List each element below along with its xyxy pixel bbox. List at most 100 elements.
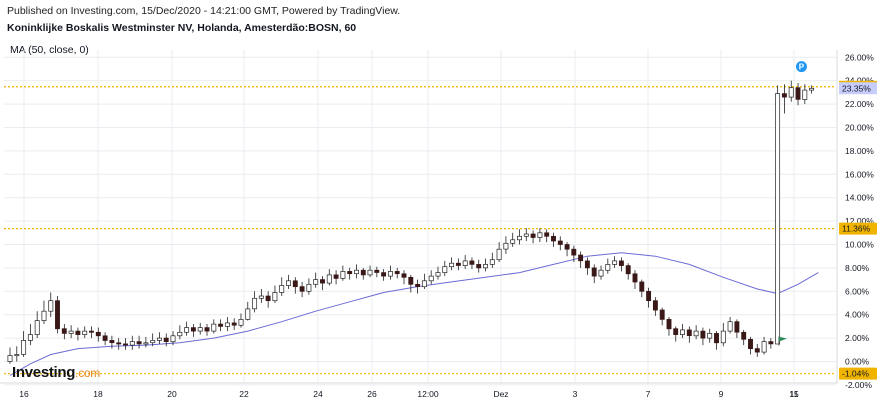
candle-body: [394, 271, 400, 275]
candle-body: [197, 327, 203, 332]
candle-body: [551, 235, 556, 242]
level-badge-mid-label: 11.36%: [842, 224, 871, 234]
marker-p-label: P: [799, 63, 805, 72]
candle-body: [659, 309, 665, 320]
y-tick-label: 12.00%: [845, 216, 874, 226]
candle-body: [150, 340, 156, 344]
y-axis-ticks: -2.00% 0.00% 2.00% 4.00% 6.00% 8.00% 10.00% 12.…: [845, 52, 874, 390]
candle-body: [510, 239, 516, 244]
candle-body: [7, 355, 13, 362]
x-tick-label: 22: [239, 389, 249, 399]
candle-body: [34, 320, 40, 335]
candle-body: [109, 340, 115, 344]
candle-body: [238, 319, 244, 326]
candle-body: [768, 341, 774, 345]
y-tick-label: -2.00%: [845, 380, 872, 390]
candle-body: [591, 267, 597, 277]
candle-body: [333, 274, 339, 279]
y-tick-label: 20.00%: [845, 123, 874, 133]
candle-body: [686, 329, 692, 337]
candle-body: [652, 300, 658, 311]
candle-body: [184, 327, 190, 333]
candle-body: [204, 327, 210, 332]
x-tick-label: 26: [367, 389, 377, 399]
candle-body: [286, 280, 291, 286]
candle-body: [734, 321, 740, 333]
candle-body: [761, 341, 767, 353]
candle-body: [700, 330, 706, 339]
x-tick-label: 11: [790, 389, 799, 399]
x-tick-label: 3: [573, 389, 578, 399]
y-tick-label: 8.00%: [845, 263, 870, 273]
candle-body: [795, 87, 801, 100]
candle-body: [578, 254, 584, 262]
x-tick-label: Dez: [493, 389, 508, 399]
candle-body: [693, 330, 699, 337]
chart-markers: P: [778, 61, 807, 346]
candle-body: [612, 260, 618, 265]
candle-body: [802, 89, 808, 100]
candle-body: [598, 269, 604, 277]
grid: [4, 50, 836, 386]
level-badge-low-bg: [839, 367, 877, 380]
investing-logo: Investing.com: [12, 364, 100, 381]
x-tick-label: 15: [789, 389, 799, 399]
candle-body: [408, 276, 414, 285]
indicator-label: MA (50, close, 0): [10, 44, 89, 56]
candle-body: [462, 260, 468, 266]
candle-body: [75, 330, 81, 335]
chart-title: Koninklijke Boskalis Westminster NV, Hol…: [7, 22, 357, 34]
candle-body: [741, 331, 747, 340]
candles: [7, 80, 815, 364]
candle-body: [788, 87, 794, 98]
candle-body: [252, 297, 258, 310]
x-tick-label: 24: [313, 389, 323, 399]
candle-body: [544, 232, 550, 237]
candle-body: [781, 93, 787, 98]
candle-body: [666, 319, 672, 330]
candle-body: [523, 233, 529, 237]
candle-body: [401, 273, 407, 278]
candle-body: [727, 321, 733, 332]
candle-body: [55, 300, 60, 330]
candle-body: [143, 342, 149, 345]
y-tick-label: 2.00%: [845, 333, 870, 343]
candle-body: [48, 300, 54, 312]
candle-body: [245, 308, 251, 320]
candle-body: [571, 248, 577, 256]
candle-body: [517, 235, 522, 241]
candle-body: [218, 323, 224, 327]
y-tick-label: 22.00%: [845, 99, 874, 109]
candle-body: [809, 87, 815, 91]
y-tick-label: 18.00%: [845, 146, 874, 156]
candle-body: [720, 330, 726, 344]
candle-body: [381, 272, 387, 277]
candle-body: [421, 280, 427, 288]
candle-body: [170, 335, 176, 343]
candle-body: [360, 269, 366, 276]
candle-body: [557, 240, 563, 245]
candle-body: [775, 93, 781, 345]
logo-main: Investing: [12, 364, 76, 381]
x-tick-label: 16: [19, 389, 29, 399]
candle-body: [320, 279, 325, 284]
y-tick-label: 6.00%: [845, 286, 870, 296]
candle-body: [435, 272, 441, 277]
candle-body: [476, 264, 482, 269]
candle-body: [89, 330, 94, 333]
level-lines: [4, 86, 836, 375]
y-tick-label: 24.00%: [845, 76, 874, 86]
candle-body: [367, 269, 373, 276]
candle-body: [564, 244, 570, 250]
candle-body: [265, 295, 271, 302]
candle-body: [714, 333, 719, 344]
candle-body: [231, 322, 237, 326]
candle-body: [618, 260, 624, 266]
candle-body: [469, 260, 475, 265]
candle-body: [489, 259, 495, 265]
candle-body: [537, 232, 543, 238]
candle-body: [279, 285, 285, 293]
ma-line: [9, 252, 819, 376]
candle-body: [374, 269, 380, 273]
